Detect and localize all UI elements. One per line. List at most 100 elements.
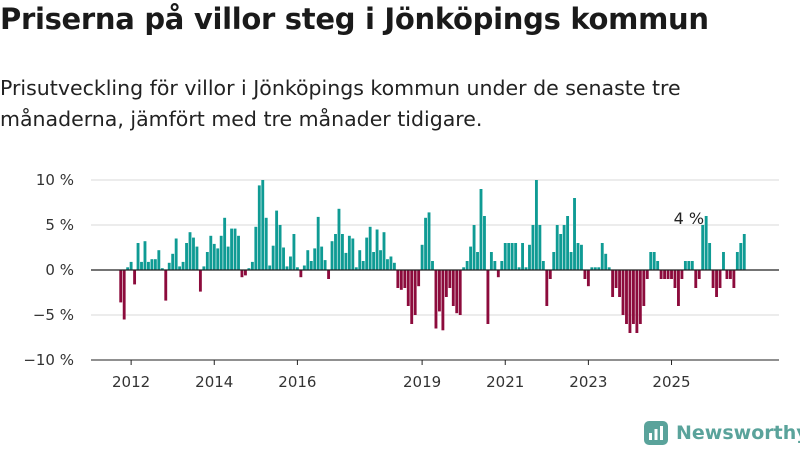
y-tick-label: −5 % [33, 306, 74, 324]
bar [548, 270, 552, 279]
x-tick-label: 2025 [652, 373, 690, 390]
bar [368, 226, 372, 270]
bar [147, 261, 150, 270]
bar [427, 212, 431, 270]
bar [126, 267, 130, 270]
bar [417, 270, 421, 287]
bar [690, 261, 694, 270]
bar [503, 243, 507, 270]
bar [192, 237, 195, 270]
bar [257, 185, 261, 270]
chart-subtitle: Prisutveckling för villor i Jönköpings k… [0, 76, 681, 131]
bar [438, 270, 441, 312]
bar [237, 235, 240, 270]
bar [742, 234, 746, 270]
bar [226, 246, 230, 270]
bar [219, 235, 223, 270]
bar [399, 270, 403, 290]
bar [670, 270, 673, 279]
bar [389, 256, 393, 270]
bar [680, 270, 684, 279]
bar [178, 266, 182, 270]
bar [240, 270, 244, 278]
bar [597, 267, 601, 270]
bar [628, 270, 632, 333]
bar [119, 270, 123, 303]
bar [406, 270, 410, 306]
bar [701, 225, 705, 270]
last-value-annotation: 4 % [674, 209, 704, 228]
bar [316, 216, 320, 270]
bar [531, 225, 535, 270]
bar [302, 265, 306, 270]
bar [205, 252, 209, 270]
bar-chart: 10 % 5 % 0 % −5 % −10 % 2012 2014 2016 2019 2021 2… [23, 171, 779, 390]
bar [476, 252, 479, 270]
bar [334, 234, 337, 270]
bar [278, 225, 282, 270]
bar [379, 250, 382, 270]
bar [160, 268, 164, 270]
bar [715, 270, 718, 297]
bar [469, 246, 473, 270]
bar [212, 243, 216, 270]
bars-layer [119, 180, 746, 333]
bar [455, 270, 459, 314]
bar [521, 243, 524, 270]
bar [202, 266, 206, 270]
bar [330, 241, 334, 270]
bar [164, 270, 168, 301]
bar [718, 270, 722, 288]
bar [230, 228, 234, 270]
bar [739, 243, 743, 270]
bar [465, 261, 469, 270]
bar [361, 261, 365, 270]
bar [153, 259, 157, 270]
bar [444, 270, 448, 297]
x-tick-label: 2016 [278, 373, 316, 390]
bar [441, 270, 445, 331]
y-tick-label: 10 % [36, 171, 74, 189]
bar [666, 270, 670, 279]
bar [545, 270, 549, 306]
bar [725, 270, 729, 279]
bar [351, 238, 355, 270]
bar [638, 270, 642, 324]
bar [458, 270, 462, 315]
bar [552, 252, 556, 270]
bar [295, 267, 299, 270]
bar [607, 267, 611, 270]
bar [337, 208, 341, 270]
bar [711, 270, 715, 288]
newsworthy-logo: Newsworthy [644, 420, 800, 446]
bar [534, 180, 538, 270]
bar [413, 270, 417, 315]
bar [320, 246, 324, 270]
bar [261, 180, 265, 270]
bar [566, 216, 570, 270]
bar [289, 256, 292, 270]
bar [198, 270, 202, 292]
bar [569, 252, 573, 270]
bar [528, 244, 531, 270]
bar [500, 261, 504, 270]
bar [247, 268, 251, 270]
bar [517, 267, 521, 270]
bar [496, 270, 500, 278]
bar [171, 253, 175, 270]
bar [722, 252, 725, 270]
bar [576, 243, 580, 270]
bar [140, 261, 143, 270]
bar [167, 262, 171, 270]
bar [645, 270, 649, 279]
bar [472, 225, 476, 270]
bar [382, 232, 386, 270]
bar [538, 225, 542, 270]
bar [233, 228, 237, 270]
bar [735, 252, 739, 270]
bar [250, 261, 254, 270]
bar [583, 270, 587, 279]
bar [323, 260, 327, 270]
bar [614, 270, 618, 288]
y-tick-label: 5 % [45, 216, 74, 234]
